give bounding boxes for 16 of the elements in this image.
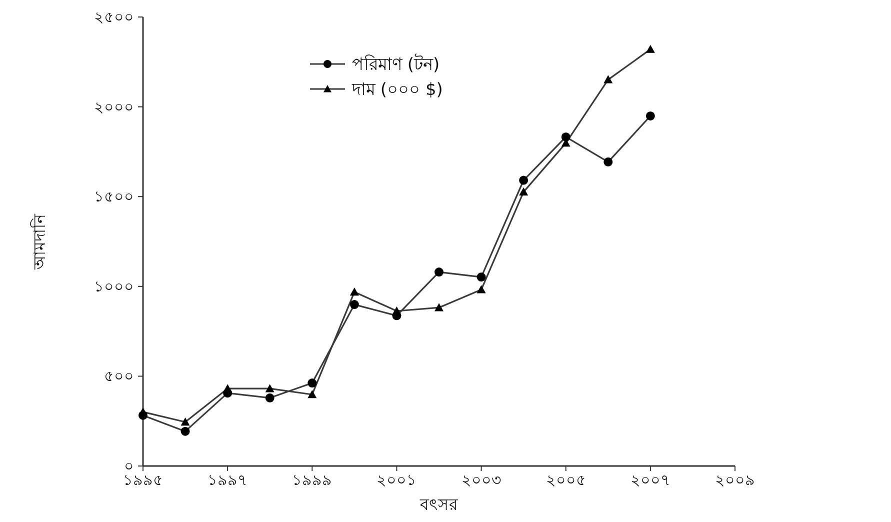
y-tick-label: ২০০০ [94, 98, 134, 116]
x-tick-label: ২০০৭ [630, 471, 670, 489]
x-axis-title: বৎসর [419, 495, 459, 514]
x-tick-label: ২০০৯ [715, 471, 755, 489]
x-tick-label: ২০০১ [376, 471, 417, 489]
legend-label: পরিমাণ (টন) [352, 54, 440, 75]
x-tick-label: ২০০৫ [546, 471, 586, 489]
x-tick-label: ১৯৯৯ [292, 471, 332, 489]
y-tick-label: ২৫০০ [94, 8, 134, 26]
y-tick-label: ৫০০ [104, 367, 134, 386]
y-tick-label: ১০০০ [94, 277, 134, 296]
x-tick-label: ২০০৩ [461, 471, 502, 489]
legend-label: দাম (০০০ $) [351, 80, 443, 100]
y-axis-title: আমদানি [30, 214, 49, 270]
y-tick-label: ১৫০০ [94, 188, 134, 206]
x-tick-label: ১৯৯৭ [208, 471, 248, 489]
